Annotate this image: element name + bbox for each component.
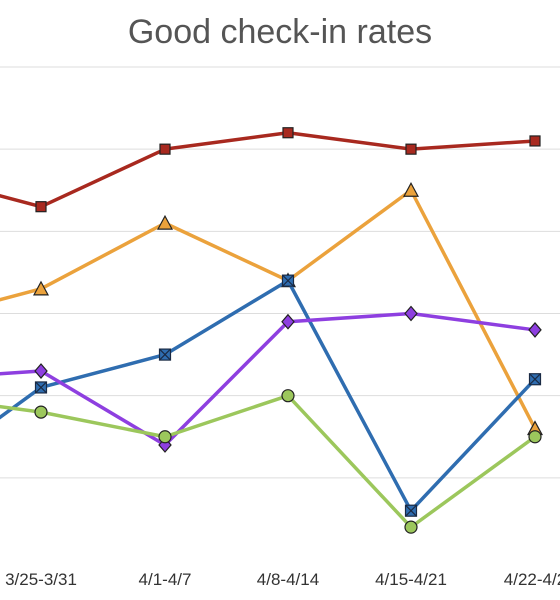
data-point bbox=[528, 430, 542, 444]
x-tick-label: 4/22-4/2 bbox=[504, 570, 560, 589]
series-line bbox=[0, 311, 537, 447]
x-tick-label: 4/15-4/21 bbox=[375, 570, 447, 589]
data-point bbox=[404, 305, 418, 322]
data-point bbox=[159, 143, 171, 155]
series-circle bbox=[0, 389, 542, 534]
series-line bbox=[0, 393, 537, 529]
series-diamond bbox=[0, 305, 542, 453]
data-point bbox=[404, 504, 418, 517]
series-line bbox=[0, 188, 537, 431]
data-point bbox=[404, 520, 418, 534]
data-point bbox=[34, 381, 48, 394]
data-point bbox=[156, 214, 174, 230]
x-axis-tick-labels: 3/25-3/31 4/1-4/7 4/8-4/14 4/15-4/21 4/22-4/… bbox=[5, 570, 560, 589]
x-tick-label: 4/8-4/14 bbox=[257, 570, 319, 589]
data-point bbox=[34, 405, 48, 419]
data-point bbox=[529, 135, 541, 147]
data-point bbox=[282, 127, 294, 139]
x-tick-label: 3/25-3/31 bbox=[5, 570, 77, 589]
series-x-square bbox=[0, 274, 542, 517]
chart-title: Good check-in rates bbox=[128, 13, 432, 51]
series-group bbox=[0, 127, 544, 534]
series-square bbox=[0, 127, 541, 213]
data-point bbox=[32, 280, 50, 296]
data-point bbox=[281, 274, 295, 287]
data-point bbox=[158, 430, 172, 444]
x-tick-label: 4/1-4/7 bbox=[139, 570, 192, 589]
data-point bbox=[405, 143, 417, 155]
data-point bbox=[528, 373, 542, 386]
data-point bbox=[158, 348, 172, 361]
data-point bbox=[402, 181, 420, 197]
data-point bbox=[281, 313, 295, 330]
series-line bbox=[0, 278, 537, 513]
data-point bbox=[34, 363, 48, 379]
gridlines bbox=[0, 66, 560, 479]
data-point bbox=[281, 389, 295, 403]
data-point bbox=[528, 322, 542, 338]
data-point bbox=[35, 201, 47, 213]
series-line bbox=[0, 130, 537, 209]
